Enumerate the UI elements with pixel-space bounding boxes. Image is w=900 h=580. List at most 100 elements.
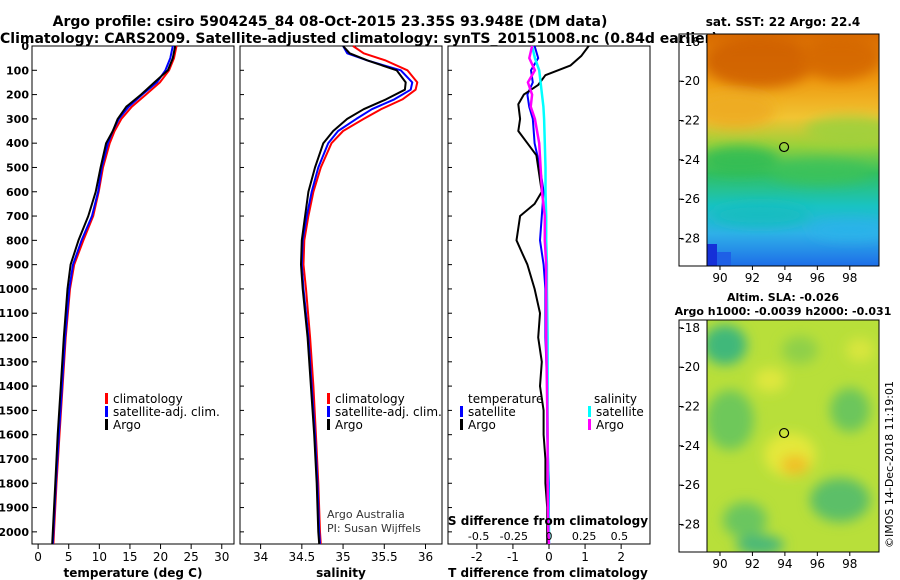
depth-tick-label: 1100 <box>0 307 29 320</box>
x-tick-label: 36 <box>418 550 433 564</box>
depth-tick-label: 1800 <box>0 477 29 490</box>
legend-label-satellite: satellite-adj. clim. <box>335 405 442 419</box>
salinity-panel-frame <box>239 45 443 545</box>
x-tick-label: 34 <box>253 550 268 564</box>
argo-position-marker <box>778 427 790 439</box>
legend-label-sal-argo: Argo <box>596 418 624 432</box>
top-tick-label: -0.5 <box>468 530 489 543</box>
x-tick-label: 0 <box>545 550 553 564</box>
depth-tick-label: 200 <box>6 89 29 102</box>
x-tick-label: 25 <box>184 550 199 564</box>
top-tick-label: 0.5 <box>611 530 629 543</box>
difference-xlabel: T difference from climatology <box>448 566 648 580</box>
legend-label-satellite: satellite-adj. clim. <box>113 405 220 419</box>
series-line-temperature-argo <box>515 45 590 544</box>
depth-tick-label: 400 <box>6 137 29 150</box>
legend-title-temperature: temperature <box>468 392 543 406</box>
sst-heatmap <box>707 34 879 266</box>
depth-tick-label: 1700 <box>0 453 29 466</box>
depth-tick-label: 1900 <box>0 502 29 515</box>
depth-tick-label: 300 <box>6 113 29 126</box>
map-y-tick-label: -20 <box>680 360 700 374</box>
depth-tick-label: 100 <box>6 64 29 77</box>
map-x-tick-label: 96 <box>810 271 825 285</box>
argo-height-title: Argo h1000: -0.0039 h2000: -0.031 <box>675 305 892 318</box>
legend-swatch-climatology <box>327 393 330 404</box>
sst-map-title: sat. SST: 22 Argo: 22.4 <box>706 15 860 29</box>
map-x-tick-label: 92 <box>745 271 760 285</box>
x-tick-label: 0 <box>34 550 42 564</box>
x-tick-label: 1 <box>581 550 589 564</box>
map-y-tick-label: -20 <box>680 74 700 88</box>
legend-swatch-argo <box>327 419 330 430</box>
legend-swatch-sal-satellite <box>588 406 591 417</box>
map-x-tick-label: 98 <box>842 557 857 571</box>
timestamp-watermark: ©IMOS 14-Dec-2018 11:19:01 <box>883 381 896 548</box>
depth-tick-label: 800 <box>6 234 29 247</box>
map-x-tick-label: 90 <box>712 271 727 285</box>
map-x-tick-label: 90 <box>712 557 727 571</box>
credit-line2: PI: Susan Wijffels <box>327 522 421 535</box>
legend-swatch-sal-argo <box>588 419 591 430</box>
legend-label-climatology: climatology <box>335 392 405 406</box>
legend-label-argo: Argo <box>113 418 141 432</box>
salinity-plot: 34 34.5 35 35.5 36 <box>253 45 433 564</box>
depth-tick-label: 1000 <box>0 283 29 296</box>
map-y-tick-label: -18 <box>680 35 700 49</box>
series-line-climatology <box>52 45 178 545</box>
map-x-tick-label: 94 <box>777 557 792 571</box>
legend-swatch-satellite <box>327 406 330 417</box>
map-y-tick-label: -24 <box>680 153 700 167</box>
depth-tick-label: 700 <box>6 210 29 223</box>
profile-title: Argo profile: csiro 5904245_84 08-Oct-20… <box>52 14 608 30</box>
legend-swatch-satellite <box>105 406 108 417</box>
depth-tick-label: 1600 <box>0 429 29 442</box>
depth-tick-label: 2000 <box>0 526 29 539</box>
temperature-legend: climatology satellite-adj. clim. Argo <box>105 392 220 432</box>
legend-swatch-climatology <box>105 393 108 404</box>
difference-legend: temperature satellite Argo salinity sate… <box>460 392 644 432</box>
legend-label-temp-satellite: satellite <box>468 405 516 419</box>
series-line-climatology <box>302 45 419 545</box>
map-y-tick-label: -22 <box>680 114 700 128</box>
map-y-tick-label: -28 <box>680 231 700 245</box>
map-x-tick-label: 92 <box>745 557 760 571</box>
top-tick-label: 0 <box>546 530 553 543</box>
map-y-tick-label: -26 <box>680 192 700 206</box>
x-tick-label: 2 <box>617 550 625 564</box>
map-x-tick-label: 98 <box>842 271 857 285</box>
series-line-argo <box>51 45 177 545</box>
x-tick-label: 5 <box>65 550 73 564</box>
depth-tick-label: 1500 <box>0 404 29 417</box>
sst-map-axis-box <box>678 33 708 267</box>
salinity-legend: climatology satellite-adj. clim. Argo <box>327 392 442 432</box>
temperature-plot: 0 5 10 15 20 25 30 <box>34 45 229 564</box>
argo-position-marker <box>778 141 790 153</box>
map-y-tick-label: -22 <box>680 400 700 414</box>
difference-top-xlabel: S difference from climatology <box>448 514 648 528</box>
credit-line1: Argo Australia <box>327 508 405 521</box>
x-tick-label: 34.5 <box>288 550 315 564</box>
x-tick-label: 20 <box>153 550 168 564</box>
x-tick-label: 10 <box>92 550 107 564</box>
legend-label-argo: Argo <box>335 418 363 432</box>
map-x-tick-label: 96 <box>810 557 825 571</box>
legend-label-climatology: climatology <box>113 392 183 406</box>
map-x-tick-label: 94 <box>777 271 792 285</box>
map-y-tick-label: -24 <box>680 439 700 453</box>
sla-title: Altim. SLA: -0.026 <box>727 291 839 304</box>
map-y-tick-label: -28 <box>680 517 700 531</box>
temperature-panel-frame <box>31 45 235 545</box>
map-y-tick-label: -18 <box>680 321 700 335</box>
x-tick-label: 35.5 <box>371 550 398 564</box>
sst-map-axes: 90 92 94 96 98 -18 -20 -22 -24 -26 -28 <box>679 35 857 285</box>
series-line-salinity-argo <box>526 45 551 545</box>
series-line-satellite-adj-clim- <box>51 45 174 545</box>
legend-swatch-temp-satellite <box>460 406 463 417</box>
depth-tick-label: 1400 <box>0 380 29 393</box>
x-tick-label: 15 <box>122 550 137 564</box>
top-tick-label: 0.25 <box>572 530 597 543</box>
sla-map-axis-box <box>678 319 708 553</box>
x-tick-label: 35 <box>335 550 350 564</box>
